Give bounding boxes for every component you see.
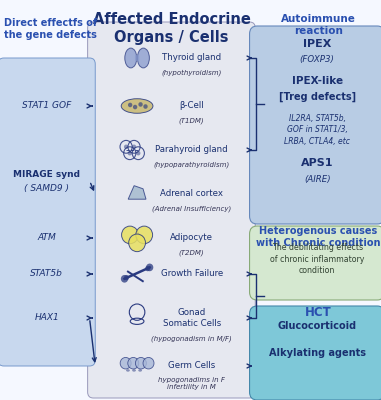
Circle shape <box>146 264 153 271</box>
Text: APS1: APS1 <box>301 158 333 168</box>
Ellipse shape <box>138 369 142 372</box>
Ellipse shape <box>132 369 136 372</box>
Text: HCT: HCT <box>305 306 331 319</box>
Text: STAT5b: STAT5b <box>30 270 63 278</box>
Text: Alkylating agents: Alkylating agents <box>269 348 366 358</box>
FancyBboxPatch shape <box>250 306 381 400</box>
Circle shape <box>122 226 138 244</box>
Text: (T1DM): (T1DM) <box>179 117 205 124</box>
Text: Adrenal cortex: Adrenal cortex <box>160 190 223 198</box>
Circle shape <box>129 234 146 252</box>
Text: Thyroid gland: Thyroid gland <box>162 54 221 62</box>
Ellipse shape <box>126 369 130 372</box>
Text: Autoimmune
reaction: Autoimmune reaction <box>281 14 355 36</box>
Text: hypogonadims in F
infertility in M: hypogonadims in F infertility in M <box>158 377 225 390</box>
Text: IPEX-like: IPEX-like <box>291 76 343 86</box>
Circle shape <box>136 151 141 156</box>
Circle shape <box>136 226 152 244</box>
Circle shape <box>132 144 136 149</box>
Text: Affected Endocrine
Organs / Cells: Affected Endocrine Organs / Cells <box>93 12 250 45</box>
Text: MIRAGE synd: MIRAGE synd <box>13 170 80 178</box>
Text: Adipocyte: Adipocyte <box>170 234 213 242</box>
Text: Parahyroid gland: Parahyroid gland <box>155 146 228 154</box>
Text: [Treg defects]: [Treg defects] <box>279 92 356 102</box>
Text: Gonad
Somatic Cells: Gonad Somatic Cells <box>163 308 221 328</box>
Text: (T2DM): (T2DM) <box>179 249 205 256</box>
Text: (Adrenal Insufficiency): (Adrenal Insufficiency) <box>152 205 231 212</box>
Text: ATM: ATM <box>37 234 56 242</box>
Circle shape <box>120 358 131 369</box>
Text: Growth Failure: Growth Failure <box>161 270 223 278</box>
Ellipse shape <box>125 48 137 68</box>
Circle shape <box>121 275 128 283</box>
Text: IPEX: IPEX <box>303 39 331 49</box>
Circle shape <box>143 358 154 369</box>
Text: (FOXP3): (FOXP3) <box>300 55 335 64</box>
Circle shape <box>128 358 139 369</box>
Polygon shape <box>128 186 146 199</box>
Circle shape <box>133 105 137 109</box>
Text: Glucocorticoid: Glucocorticoid <box>278 321 357 331</box>
Text: Direct effectfs of
the gene defects: Direct effectfs of the gene defects <box>4 18 97 40</box>
Text: STAT1 GOF: STAT1 GOF <box>22 102 71 110</box>
Text: (hypothyroidism): (hypothyroidism) <box>162 69 222 76</box>
Circle shape <box>128 103 132 107</box>
FancyBboxPatch shape <box>250 226 381 300</box>
Circle shape <box>135 358 146 369</box>
Circle shape <box>143 104 148 109</box>
FancyBboxPatch shape <box>250 26 381 224</box>
Circle shape <box>124 144 128 149</box>
Circle shape <box>128 151 132 156</box>
Ellipse shape <box>121 99 153 113</box>
Text: (hypogonadism in M/F): (hypogonadism in M/F) <box>151 335 232 342</box>
Text: ( SAMD9 ): ( SAMD9 ) <box>24 184 69 192</box>
Ellipse shape <box>138 48 149 68</box>
Text: IL2RA, STAT5b,
GOF in STAT1/3,
LRBA, CTLA4, etc: IL2RA, STAT5b, GOF in STAT1/3, LRBA, CTL… <box>284 114 350 146</box>
FancyBboxPatch shape <box>135 55 139 61</box>
Circle shape <box>138 102 143 107</box>
Circle shape <box>124 275 129 280</box>
Text: HAX1: HAX1 <box>34 314 59 322</box>
FancyBboxPatch shape <box>88 22 255 398</box>
FancyBboxPatch shape <box>0 58 95 366</box>
Text: β-Cell: β-Cell <box>179 102 204 110</box>
Text: (hypoparathyroidism): (hypoparathyroidism) <box>154 161 230 168</box>
Text: (AIRE): (AIRE) <box>304 175 330 184</box>
Text: The debilitating effects
of chronic inflammatory
condition: The debilitating effects of chronic infl… <box>270 243 364 275</box>
Text: Germ Cells: Germ Cells <box>168 362 215 370</box>
Text: Heterogenous causes
with Chronic condition: Heterogenous causes with Chronic conditi… <box>256 226 380 248</box>
Circle shape <box>145 266 150 271</box>
